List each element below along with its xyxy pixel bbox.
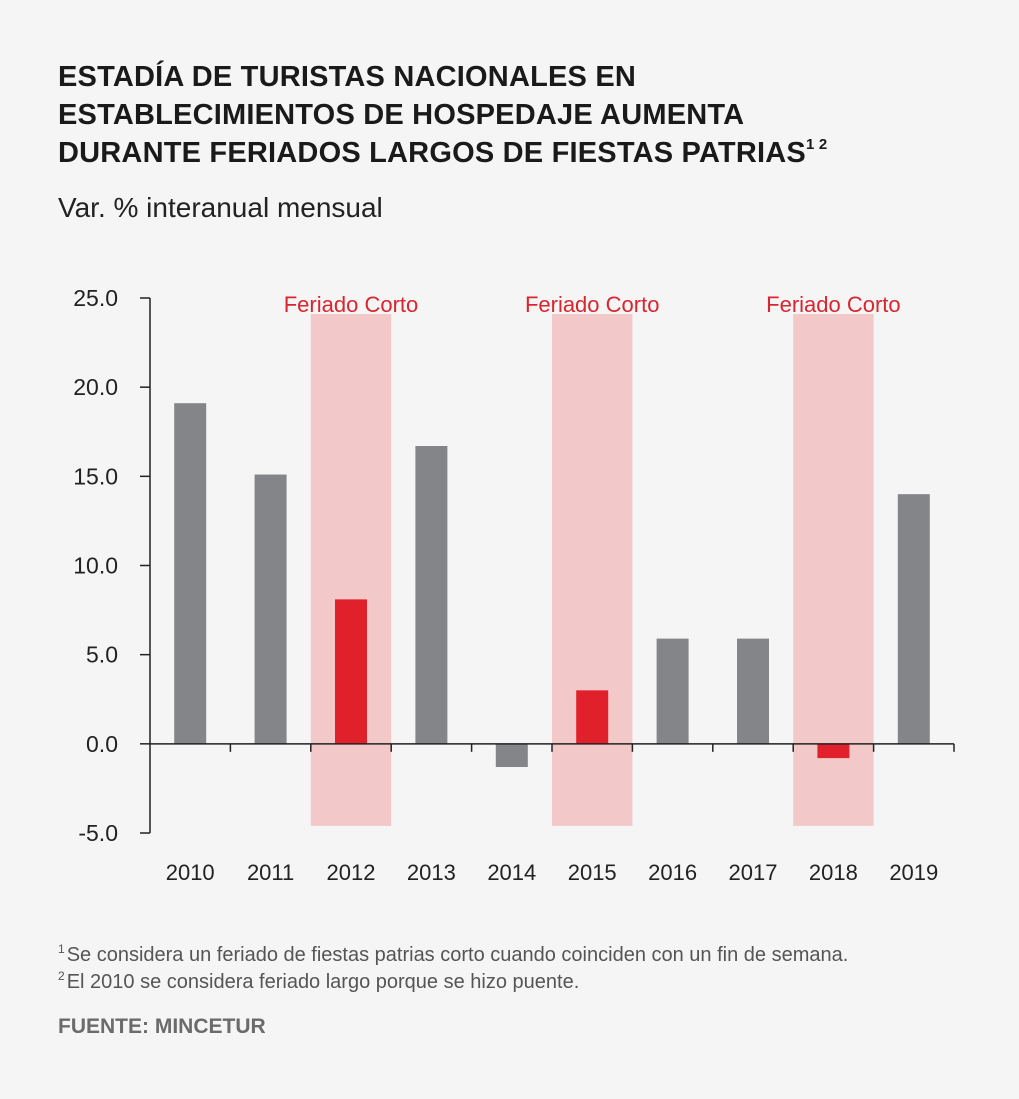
footnote-1-mark: 1	[58, 942, 65, 956]
shaded-region-2015	[552, 314, 633, 826]
x-tick-label-2016: 2016	[648, 860, 697, 885]
y-tick-label-3: 10.0	[73, 553, 118, 579]
bar-2014	[495, 743, 528, 768]
axes	[140, 297, 955, 834]
y-tick-label-1: 20.0	[73, 374, 118, 400]
footnote-1: 1 Se considera un feriado de fiestas patr…	[58, 942, 998, 969]
x-tick-label-2011: 2011	[247, 860, 294, 885]
x-tick-label-2010: 2010	[166, 860, 215, 885]
chart-subtitle: Var. % interanual mensual	[58, 192, 383, 223]
bar-2013	[415, 446, 448, 744]
footnote-1-text: Se considera un feriado de fiestas patri…	[66, 944, 849, 966]
x-tick-label-2013: 2013	[407, 860, 456, 885]
title-line-3-text: DURANTE FERIADOS LARGOS DE FIESTAS PATRI…	[58, 137, 806, 169]
shade-label-2018: Feriado Corto	[766, 292, 901, 317]
bar-2016	[656, 638, 689, 744]
bars	[174, 403, 930, 768]
x-tick-label-2014: 2014	[487, 860, 536, 885]
bar-2019	[897, 494, 930, 744]
y-tick-label-0: 25.0	[73, 285, 118, 311]
footnotes: 1 Se considera un feriado de fiestas patr…	[58, 942, 998, 996]
bar-2011	[254, 474, 287, 744]
y-tick-label-2: 15.0	[73, 463, 118, 489]
y-tick-label-4: 5.0	[86, 642, 118, 668]
bar-2012	[335, 599, 367, 744]
bar-2018	[817, 743, 850, 759]
chart-title: ESTADÍA DE TURISTAS NACIONALES EN ESTABL…	[58, 58, 958, 172]
y-tick-label-6: -5.0	[78, 820, 118, 846]
labels: 2010 2011 Feriado Corto 2012 2013 2014 Feriado…	[73, 285, 938, 885]
title-superscript: 1 2	[805, 136, 828, 153]
x-tick-label-2018: 2018	[809, 860, 858, 885]
bar-2017	[737, 638, 769, 744]
shaded-region-2018	[793, 314, 874, 826]
title-line-2: ESTABLECIMIENTOS DE HOSPEDAJE AUMENTA	[58, 99, 745, 131]
bar-2010	[174, 403, 207, 744]
x-tick-label-2019: 2019	[889, 860, 938, 885]
bar-chart: 2010 2011 Feriado Corto 2012 2013 2014 Feriado…	[73, 285, 955, 885]
y-tick-label-5: 0.0	[86, 731, 118, 757]
shade-label-2015: Feriado Corto	[525, 292, 660, 317]
source-note: FUENTE: MINCETUR	[58, 1015, 266, 1038]
bar-2015	[576, 690, 609, 744]
footnote-2-text: El 2010 se considera feriado largo porqu…	[66, 971, 580, 993]
x-tick-label-2012: 2012	[327, 860, 376, 885]
shade-label-2012: Feriado Corto	[284, 292, 419, 317]
shaded-region-2012	[310, 314, 392, 826]
footnote-2-mark: 2	[58, 969, 65, 983]
x-tick-label-2017: 2017	[729, 860, 778, 885]
footnote-2: 2 El 2010 se considera feriado largo porq…	[58, 969, 998, 996]
title-line-1: ESTADÍA DE TURISTAS NACIONALES EN	[58, 61, 637, 93]
x-tick-label-2015: 2015	[568, 860, 617, 885]
title-line-3: DURANTE FERIADOS LARGOS DE FIESTAS PATRI…	[58, 134, 958, 172]
shaded-regions	[310, 314, 874, 826]
